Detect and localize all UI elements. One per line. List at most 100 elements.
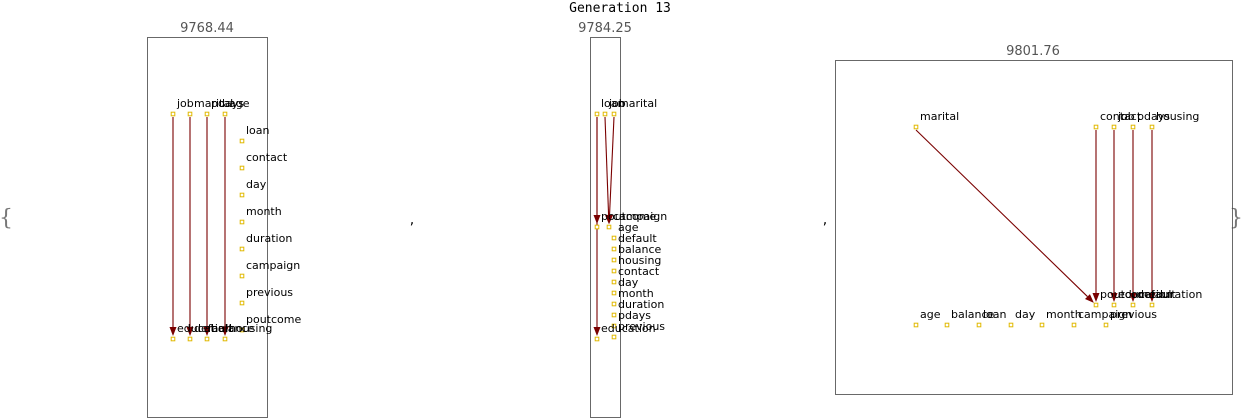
node-marker-housing [1149,124,1155,130]
separator-1: , [410,212,414,228]
edge-marital-to-poutcome [915,129,1088,297]
node-label-duration: duration [1156,288,1202,301]
node-marker-housing [222,336,228,342]
node-label-job: job [176,97,194,110]
node-marker-campaign [1071,322,1077,328]
edge-arrowhead [186,327,194,336]
node-marker-balance [944,322,950,328]
node-marker-job [602,111,608,117]
node-label-loan: loan [601,97,625,110]
open-brace: { [0,206,13,231]
node-label-default: default [618,232,657,245]
node-label-balance: balance [951,308,995,321]
node-marker-pdays [1130,124,1136,130]
node-marker-job [1111,124,1117,130]
node-marker-previous [1103,322,1109,328]
panel-2-score: 9784.25 [578,21,632,36]
panel-3-frame [835,60,1233,395]
node-label-age: age [618,221,639,234]
node-label-previous: previous [246,286,293,299]
node-marker-day [611,290,617,296]
node-marker-contact [239,165,245,171]
node-marker-default [187,336,193,342]
node-marker-duration [239,246,245,252]
node-marker-default [611,246,617,252]
node-label-contact: contact [1100,110,1142,123]
node-label-campaign: campaign [613,210,667,223]
node-marker-pdays [204,111,210,117]
node-marker-loan [239,138,245,144]
node-label-education: education [177,322,232,335]
node-label-previous: previous [1110,308,1157,321]
node-label-contact: contact [618,265,660,278]
node-marker-default [1130,302,1136,308]
panel-3-score: 9801.76 [1006,44,1060,59]
node-marker-day [1008,322,1014,328]
node-label-loan: loan [983,308,1007,321]
node-marker-poutcome [1093,302,1099,308]
edge-arrowhead [203,327,211,336]
node-marker-pdays [611,323,617,329]
node-label-job: job [608,97,626,110]
node-label-housing: housing [618,254,661,267]
edge-marital-to-campaign [608,116,615,216]
node-label-balance: balance [618,243,662,256]
node-marker-education [594,336,600,342]
node-marker-marital [913,124,919,130]
edge-arrowhead [1092,293,1100,302]
node-marker-month [611,301,617,307]
node-label-education: education [601,322,656,335]
node-marker-loan [976,322,982,328]
edge-arrowhead [221,327,229,336]
node-label-age: age [920,308,941,321]
node-marker-marital [611,111,617,117]
node-marker-contact [611,279,617,285]
edge-arrowhead [169,327,177,336]
node-label-day: day [246,178,267,191]
edge-arrowhead [1085,294,1094,303]
node-label-poutcome: poutcome [246,313,301,326]
node-marker-poutcome [594,224,600,230]
node-label-job: job [1117,110,1135,123]
node-label-day: day [1015,308,1036,321]
node-label-default: default [194,322,233,335]
node-label-age: age [229,97,250,110]
node-label-duration: duration [618,298,664,311]
node-label-poutcome: poutcome [601,210,656,223]
node-marker-duration [1149,302,1155,308]
node-label-duration: duration [246,232,292,245]
edge-arrowhead [1148,293,1156,302]
node-marker-contact [1093,124,1099,130]
node-label-marital: marital [920,110,959,123]
node-marker-age [611,235,617,241]
node-marker-age [913,322,919,328]
node-label-loan: loan [246,124,270,137]
node-label-marital: marital [194,97,233,110]
node-marker-campaign [239,273,245,279]
node-marker-age [222,111,228,117]
edge-arrowhead [593,327,601,336]
node-marker-month [239,219,245,225]
node-marker-duration [611,312,617,318]
node-label-default: default [1137,288,1176,301]
edge-job-to-campaign [604,116,610,216]
panel-2-frame [590,37,621,418]
edge-arrowhead [1129,293,1137,302]
node-label-housing: housing [229,322,272,335]
node-marker-balance [611,257,617,263]
node-label-previous: previous [618,320,665,333]
node-label-day: day [618,276,639,289]
panel-1-score: 9768.44 [180,21,234,36]
node-label-month: month [1046,308,1082,321]
separator-2: , [823,212,827,228]
node-marker-campaign [606,224,612,230]
node-marker-month [1039,322,1045,328]
edge-arrowhead [606,214,614,225]
node-marker-balance [204,336,210,342]
node-label-month: month [618,287,654,300]
generation-title: Generation 13 [569,1,671,16]
node-label-balance: balance [211,322,255,335]
